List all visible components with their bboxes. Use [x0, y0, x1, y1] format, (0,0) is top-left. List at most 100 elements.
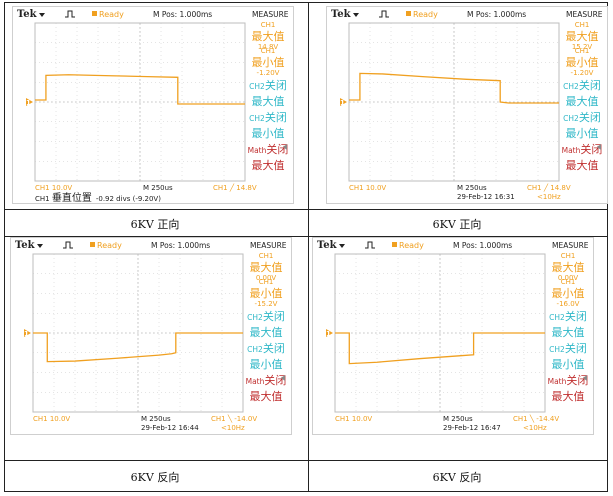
measure-channel-label: CH1 [261, 21, 276, 29]
measure-channel-label: CH1 [561, 278, 576, 286]
measure-channel-name: Math [562, 146, 581, 155]
measure-type-label: 最大值 [252, 158, 285, 172]
status-text: Ready [97, 241, 122, 250]
trigger-frequency-readout: <10Hz [537, 193, 561, 201]
measure-type-label: 最大值 [252, 29, 285, 43]
measure-value: -1.20V [257, 69, 280, 77]
measure-type-label: 最大值 [552, 260, 585, 274]
measure-type-label: 最小值 [566, 56, 599, 69]
measure-off-label: 关闭 [580, 142, 602, 156]
ch1-ground-marker [340, 98, 347, 106]
measure-off-label: 关闭 [579, 78, 601, 92]
trigger-position-arrow [339, 244, 345, 248]
menu-scroll-arrow-icon [597, 144, 601, 150]
measure-channel-off: Math关闭 [548, 373, 589, 387]
measure-channel-label: CH1 [561, 252, 576, 260]
measure-channel-off: CH2关闭 [563, 78, 601, 92]
measure-off-label: 关闭 [579, 110, 601, 124]
measure-type-label: 最大值 [252, 94, 285, 108]
ch1-ground-marker [24, 329, 31, 337]
measure-channel-off: CH2关闭 [563, 110, 601, 124]
menu-scroll-arrow-icon [583, 375, 587, 381]
scope-canvas: Tek Ready M Pos: 1.000ms MEASURE1CH1最大值15.2… [331, 9, 603, 201]
scope-canvas: Tek Ready M Pos: 1.000ms MEASURE1CH1最大值0.00… [317, 240, 589, 432]
ch1-ground-marker [26, 98, 33, 106]
measure-menu-title: MEASURE [552, 241, 589, 250]
measure-channel-name: Math [548, 377, 567, 386]
measure-menu-title: MEASURE [566, 10, 603, 19]
measure-channel-name: CH2 [247, 313, 263, 322]
brand-logo: Tek [317, 240, 338, 251]
brand-logo: Tek [17, 9, 38, 20]
timebase-readout: M 250us [443, 415, 473, 423]
status-text: Ready [399, 241, 424, 250]
trigger-readout: CH1 ╲ -14.4V [513, 414, 559, 423]
timebase-readout: M 250us [143, 184, 173, 192]
document-table [4, 2, 608, 492]
date-time-readout: 29-Feb-12 16:47 [443, 424, 501, 432]
measure-type-label: 最大值 [250, 325, 283, 339]
measure-off-label: 关闭 [265, 110, 287, 124]
measure-channel-off: CH2关闭 [549, 309, 587, 323]
ready-status-icon [92, 11, 97, 16]
measure-type-label: 最小值 [252, 127, 285, 140]
measure-channel-off: Math关闭 [246, 373, 287, 387]
caption-panel-1: 6KV 正向 [130, 218, 180, 231]
measure-channel-off: CH2关闭 [549, 341, 587, 355]
measure-value: 0.00V [256, 274, 277, 282]
measure-type-label: 最大值 [566, 94, 599, 108]
caption-panel-4: 6KV 反向 [432, 471, 482, 484]
measure-type-label: 最小值 [250, 287, 283, 300]
measure-type-label: 最大值 [566, 158, 599, 172]
measure-value: 14.8V [258, 43, 279, 51]
measure-channel-off: Math关闭 [562, 142, 603, 156]
acquisition-pulse-icon [65, 10, 75, 18]
measure-channel-name: CH2 [563, 114, 579, 123]
measure-off-label: 关闭 [566, 373, 588, 387]
measure-off-label: 关闭 [263, 341, 285, 355]
trigger-position-arrow [353, 13, 359, 17]
measure-value: -16.0V [557, 300, 580, 308]
measure-off-label: 关闭 [266, 142, 288, 156]
measure-type-label: 最大值 [552, 325, 585, 339]
trigger-position-arrow [39, 13, 45, 17]
trigger-frequency-readout: <10Hz [523, 424, 547, 432]
table-row-divider [5, 209, 607, 210]
measure-type-label: 最小值 [566, 127, 599, 140]
measure-type-label: 最小值 [552, 287, 585, 300]
date-time-readout: 29-Feb-12 16:44 [141, 424, 199, 432]
caption-panel-3: 6KV 反向 [130, 471, 180, 484]
measure-off-label: 关闭 [264, 373, 286, 387]
measure-menu-title: MEASURE [250, 241, 287, 250]
measure-channel-label: CH1 [575, 21, 590, 29]
measure-type-label: 最小值 [552, 358, 585, 371]
scope-canvas: Tek Ready M Pos: 1.000ms MEASURE 1 CH1 最大值 0.00… [15, 240, 287, 432]
ch1-ground-marker-label: 1 [26, 99, 31, 107]
measure-channel-name: Math [246, 377, 265, 386]
note-value: -0.92 divs (-9.20V) [96, 195, 161, 203]
caption-panel-2: 6KV 正向 [432, 218, 482, 231]
measure-channel-label: CH1 [259, 252, 274, 260]
oscilloscope-screen-3: Tek Ready M Pos: 1.000ms MEASURE 1 CH1 最大值 0.00… [10, 237, 292, 435]
horizontal-position-readout: M Pos: 1.000ms [467, 10, 526, 19]
measure-channel-name: CH2 [249, 114, 265, 123]
menu-scroll-arrow-icon [283, 144, 287, 150]
measure-type-label: 最小值 [250, 358, 283, 371]
acquisition-pulse-icon [379, 10, 389, 18]
ch1-scale-readout: CH1 10.0V [35, 184, 72, 192]
measure-type-label: 最小值 [252, 56, 285, 69]
measure-menu-title: MEASURE [252, 10, 289, 19]
ch1-scale-readout: CH1 10.0V [335, 415, 372, 423]
measure-channel-label: CH1 [259, 278, 274, 286]
ready-status-icon [90, 242, 95, 247]
measure-type-label: 最大值 [250, 389, 283, 403]
measure-off-label: 关闭 [565, 309, 587, 323]
measure-value: -15.2V [255, 300, 278, 308]
ch1-ground-marker-label: 1 [24, 330, 29, 338]
measure-value: 0.00V [558, 274, 579, 282]
horizontal-position-readout: M Pos: 1.000ms [151, 241, 210, 250]
ch1-waveform-trace [349, 72, 559, 104]
brand-logo: Tek [15, 240, 36, 251]
measure-channel-off: CH2关闭 [249, 78, 287, 92]
ch1-scale-readout: CH1 10.0V [349, 184, 386, 192]
